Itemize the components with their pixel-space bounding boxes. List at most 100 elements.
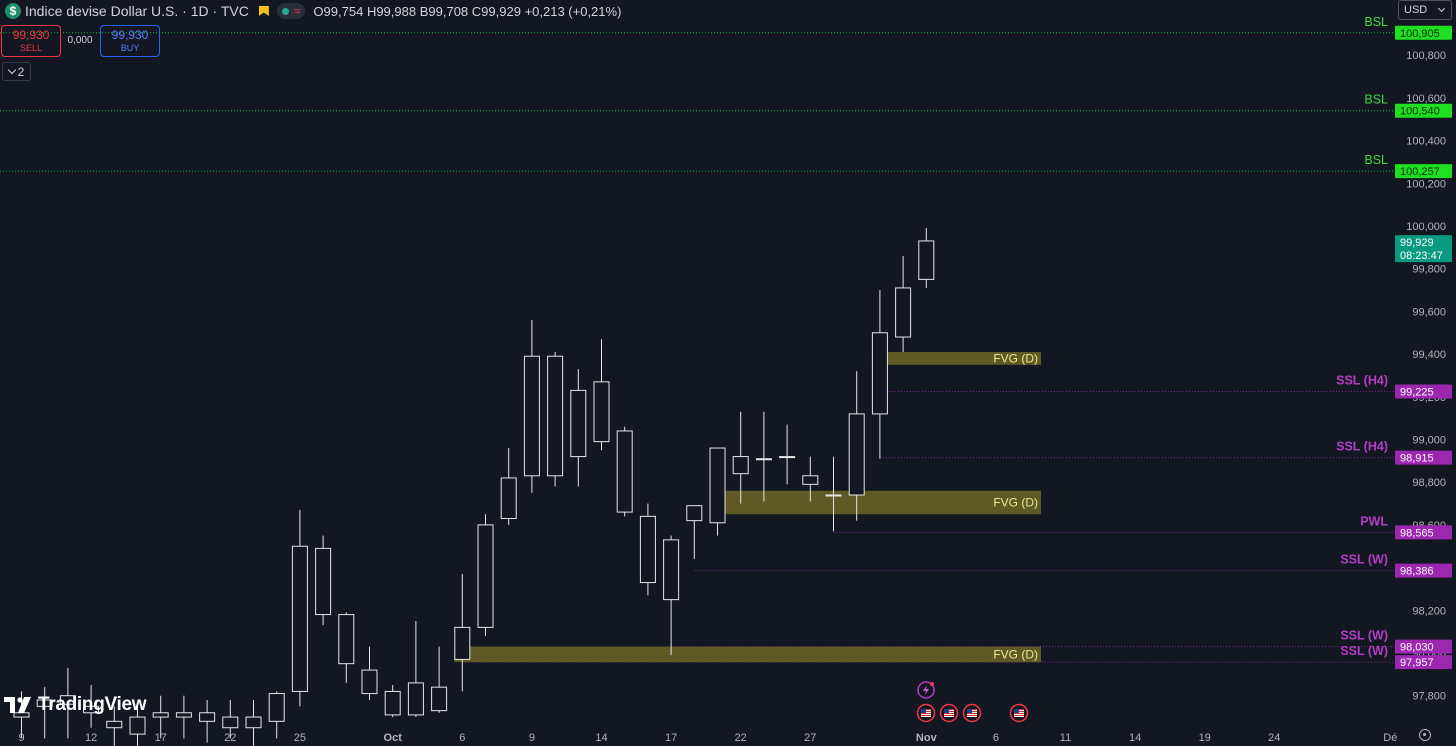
candle-body [686, 505, 703, 522]
settings-gear-icon[interactable] [1419, 729, 1431, 741]
currency-label: USD [1404, 4, 1428, 16]
y-tick-label: 99,400 [1412, 349, 1446, 361]
x-tick-label: 17 [665, 732, 677, 744]
y-tick-label: 100,600 [1406, 93, 1446, 105]
x-tick-label: 12 [85, 732, 97, 744]
price-tag-label: 100,257 [1400, 166, 1440, 178]
x-tick-label: 6 [993, 732, 999, 744]
price-tag [1395, 164, 1452, 179]
x-tick-label: 22 [735, 732, 747, 744]
price-tag-label: 99,225 [1400, 386, 1434, 398]
candle-body [384, 690, 401, 716]
fvg-label: FVG (D) [993, 351, 1038, 365]
candle-body [663, 539, 680, 601]
sell-button[interactable]: 99,930 SELL [1, 25, 61, 57]
candle-body [59, 695, 76, 705]
flag-stripe [921, 715, 931, 716]
candle-body [616, 430, 633, 513]
low-value: 99,708 [428, 3, 469, 19]
x-tick-label: Nov [916, 732, 938, 744]
candle-body [547, 355, 564, 477]
x-tick-label: 27 [804, 732, 816, 744]
current-price-tag [1395, 235, 1452, 263]
x-tick-label: 17 [155, 732, 167, 744]
buy-button[interactable]: 99,930 BUY [100, 25, 160, 57]
price-tag-label: 97,957 [1400, 657, 1434, 669]
candle-body [454, 626, 471, 660]
candle-body [83, 705, 100, 714]
x-tick-label: 19 [1199, 732, 1211, 744]
y-tick-label: 98,800 [1412, 477, 1446, 489]
flag-stripe [1014, 715, 1024, 716]
x-tick-label: Dé [1383, 732, 1397, 744]
candle-body [222, 716, 239, 729]
currency-select[interactable]: USD [1398, 0, 1452, 20]
y-tick-label: 100,400 [1406, 136, 1446, 148]
price-tag [1395, 384, 1452, 399]
price-tag-label: 100,540 [1400, 106, 1440, 118]
price-tag [1395, 25, 1452, 40]
candle-body [918, 240, 935, 280]
candle-body [361, 669, 378, 695]
high-value: 99,988 [376, 3, 417, 19]
candle-body [129, 716, 146, 735]
close-label: C [471, 3, 482, 19]
liquidity-level-label: PWL [1360, 514, 1388, 528]
candle-body [755, 458, 772, 461]
price-tag-label: 98,386 [1400, 566, 1434, 578]
y-tick-label: 100,200 [1406, 178, 1446, 190]
fvg-zone [454, 646, 1041, 663]
flag-stripe [921, 713, 931, 714]
candle-body [36, 699, 53, 707]
price-tag [1395, 525, 1452, 540]
x-tick-label: 14 [1129, 732, 1141, 744]
y-tick-label: 100,000 [1406, 221, 1446, 233]
y-tick-label: 98,200 [1412, 605, 1446, 617]
candle-body [523, 355, 540, 477]
tradingview-logo-text: TradingView [38, 694, 147, 715]
candle-body [199, 712, 216, 722]
candle-body [268, 693, 285, 722]
close-value: 99,929 [481, 3, 521, 19]
lightning-icon [923, 685, 929, 695]
x-tick-label: 24 [1268, 732, 1280, 744]
candle-body [779, 456, 796, 459]
buy-price: 99,930 [111, 27, 149, 42]
candle-body [291, 545, 308, 692]
candle-body [825, 494, 842, 497]
candle-body [732, 456, 749, 475]
bookmark-flag-icon[interactable] [258, 6, 269, 16]
open-value: 99,754 [323, 3, 364, 19]
fvg-zone [871, 351, 1041, 365]
flag-stripe [944, 715, 954, 716]
x-tick-label: 25 [294, 732, 306, 744]
dollar-symbol-icon[interactable]: $ [5, 3, 21, 19]
x-tick-label: 9 [18, 732, 24, 744]
liquidity-level-label: SSL (H4) [1336, 373, 1388, 387]
price-tag [1395, 563, 1452, 578]
flag-canton [944, 709, 949, 713]
current-price-label: 99,929 [1400, 237, 1434, 249]
liquidity-level-label: BSL [1364, 93, 1388, 107]
y-tick-label: 99,600 [1412, 306, 1446, 318]
chart-header: $ Indice devise Dollar U.S. · 1D · TVC ≈… [0, 0, 621, 22]
candle-body [570, 389, 587, 458]
y-tick-label: 100,800 [1406, 50, 1446, 62]
tradingview-logo[interactable]: TradingView [4, 694, 147, 716]
market-open-dot-icon [281, 7, 289, 15]
y-tick-label: 99,000 [1412, 435, 1446, 447]
flag-stripe [967, 715, 977, 716]
x-tick-label: 9 [529, 732, 535, 744]
candle-body [639, 515, 656, 584]
sell-label: SELL [19, 42, 43, 53]
market-status[interactable]: ≈ [276, 3, 306, 19]
x-tick-label: 22 [224, 732, 236, 744]
symbol-title[interactable]: Indice devise Dollar U.S. · 1D · TVC [25, 3, 249, 19]
sell-price: 99,930 [12, 27, 50, 42]
candle-body [315, 547, 332, 616]
data-delay-icon: ≈ [293, 4, 301, 18]
indicators-toggle[interactable]: 2 [2, 62, 31, 81]
fvg-label: FVG (D) [993, 647, 1038, 661]
ohlc-readout: O99,754 H99,988 B99,708 C99,929 +0,213 (… [313, 4, 621, 19]
